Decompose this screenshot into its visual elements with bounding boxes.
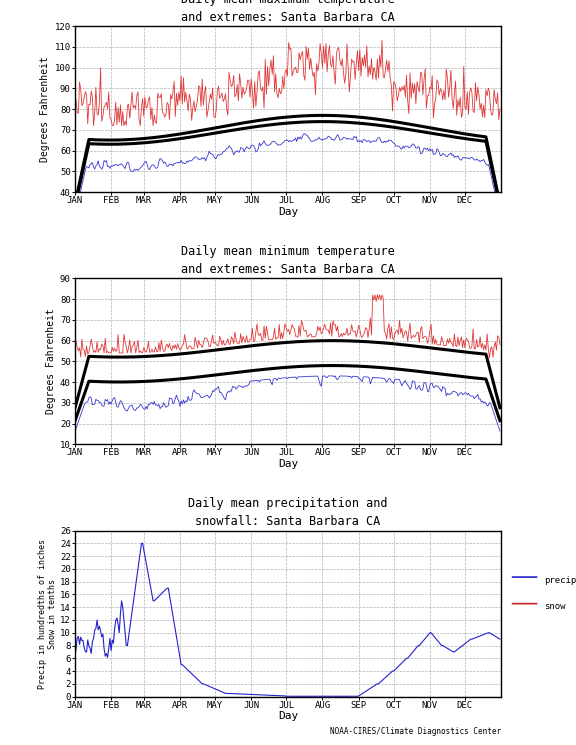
Y-axis label: Degrees Fahrenheit: Degrees Fahrenheit (46, 308, 56, 414)
Text: NOAA-CIRES/Climate Diagnostics Center: NOAA-CIRES/Climate Diagnostics Center (330, 727, 501, 736)
Y-axis label: Precip in hundredths of inches
Snow in tenths: Precip in hundredths of inches Snow in t… (38, 539, 57, 688)
Text: precip: precip (544, 576, 576, 585)
Title: Daily mean minimum temperature
and extremes: Santa Barbara CA: Daily mean minimum temperature and extre… (181, 245, 395, 276)
Title: Daily mean precipitation and
snowfall: Santa Barbara CA: Daily mean precipitation and snowfall: S… (188, 497, 388, 528)
X-axis label: Day: Day (278, 206, 298, 217)
Title: Daily mean maximum temperature
and extremes: Santa Barbara CA: Daily mean maximum temperature and extre… (181, 0, 395, 24)
X-axis label: Day: Day (278, 711, 298, 721)
Text: snow: snow (544, 603, 565, 612)
Y-axis label: Degrees Fahrenheit: Degrees Fahrenheit (40, 56, 51, 162)
X-axis label: Day: Day (278, 459, 298, 469)
